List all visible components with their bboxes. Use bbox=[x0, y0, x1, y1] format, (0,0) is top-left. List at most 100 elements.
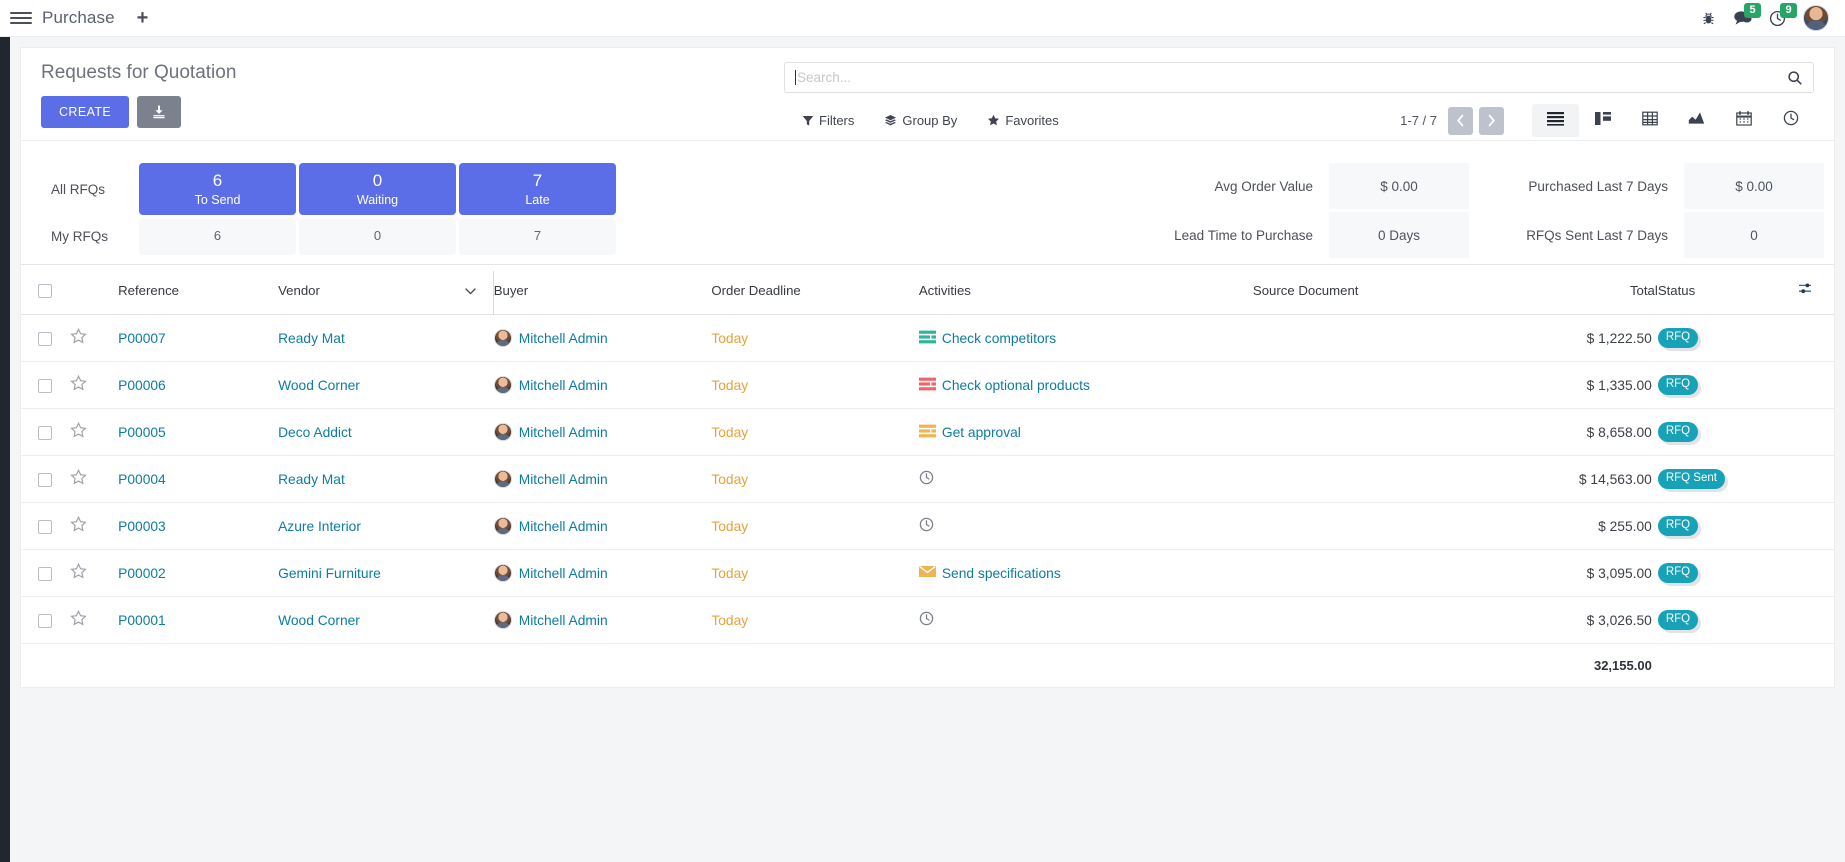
status-badge[interactable]: RFQ Sent bbox=[1657, 469, 1725, 489]
clock-icon[interactable] bbox=[919, 470, 934, 488]
favorite-star-icon[interactable] bbox=[69, 609, 87, 630]
row-checkbox[interactable] bbox=[38, 519, 53, 534]
status-badge[interactable]: RFQ bbox=[1657, 422, 1699, 442]
reference-link[interactable]: P00007 bbox=[118, 330, 166, 346]
vendor-link[interactable]: Wood Corner bbox=[278, 612, 360, 628]
reference-link[interactable]: P00005 bbox=[118, 424, 166, 440]
header-activities[interactable]: Activities bbox=[918, 265, 1253, 315]
kpi-purchased-7d-value[interactable]: $ 0.00 bbox=[1684, 163, 1824, 209]
vendor-link[interactable]: Deco Addict bbox=[278, 424, 352, 440]
list-view-button[interactable] bbox=[1532, 104, 1579, 137]
header-total[interactable]: Total bbox=[1526, 265, 1658, 315]
reference-link[interactable]: P00003 bbox=[118, 518, 166, 534]
row-checkbox[interactable] bbox=[38, 331, 53, 346]
vendor-link[interactable]: Azure Interior bbox=[278, 518, 361, 534]
calendar-view-button[interactable] bbox=[1720, 104, 1767, 137]
tile-waiting[interactable]: 0 Waiting bbox=[299, 163, 456, 215]
add-new-button[interactable]: + bbox=[136, 7, 149, 29]
buyer-name[interactable]: Mitchell Admin bbox=[518, 377, 608, 393]
reference-link[interactable]: P00002 bbox=[118, 565, 166, 581]
status-badge[interactable]: RFQ bbox=[1657, 328, 1699, 348]
vendor-link[interactable]: Ready Mat bbox=[278, 471, 345, 487]
favorite-star-icon[interactable] bbox=[69, 468, 87, 489]
tile-to-send[interactable]: 6 To Send bbox=[139, 163, 296, 215]
table-row[interactable]: P00004 Ready Mat Mitchell Admin Today $ … bbox=[21, 455, 1834, 503]
activity-label[interactable]: Send specifications bbox=[941, 565, 1061, 581]
graph-view-button[interactable] bbox=[1673, 104, 1720, 137]
favorite-star-icon[interactable] bbox=[69, 374, 87, 395]
activities-clock-icon[interactable]: 9 bbox=[1769, 2, 1797, 27]
optional-columns-button[interactable] bbox=[1777, 265, 1834, 315]
buyer-name[interactable]: Mitchell Admin bbox=[518, 471, 608, 487]
reference-link[interactable]: P00004 bbox=[118, 471, 166, 487]
buyer-name[interactable]: Mitchell Admin bbox=[518, 330, 608, 346]
activity-label[interactable]: Check competitors bbox=[941, 330, 1057, 346]
status-badge[interactable]: RFQ bbox=[1657, 375, 1699, 395]
favorite-star-icon[interactable] bbox=[69, 327, 87, 348]
activity-view-button[interactable] bbox=[1767, 104, 1814, 137]
tasks-icon[interactable] bbox=[918, 377, 936, 394]
tile-late[interactable]: 7 Late bbox=[459, 163, 616, 215]
chevron-down-icon[interactable] bbox=[465, 283, 476, 298]
reference-link[interactable]: P00006 bbox=[118, 377, 166, 393]
pivot-view-button[interactable] bbox=[1626, 104, 1673, 137]
kpi-avg-order-value[interactable]: $ 0.00 bbox=[1329, 163, 1469, 209]
table-row[interactable]: P00006 Wood Corner Mitchell Admin Today … bbox=[21, 361, 1834, 409]
vendor-link[interactable]: Wood Corner bbox=[278, 377, 360, 393]
buyer-name[interactable]: Mitchell Admin bbox=[518, 565, 608, 581]
reference-link[interactable]: P00001 bbox=[118, 612, 166, 628]
search-icon[interactable] bbox=[1787, 70, 1803, 86]
kanban-view-button[interactable] bbox=[1579, 104, 1626, 137]
tasks-icon[interactable] bbox=[918, 424, 936, 441]
row-checkbox[interactable] bbox=[38, 472, 53, 487]
header-status[interactable]: Status bbox=[1657, 265, 1778, 315]
table-row[interactable]: P00002 Gemini Furniture Mitchell Admin T… bbox=[21, 549, 1834, 597]
row-checkbox[interactable] bbox=[38, 566, 53, 581]
header-buyer[interactable]: Buyer bbox=[493, 265, 712, 315]
favorite-star-icon[interactable] bbox=[69, 562, 87, 583]
my-tile-to-send[interactable]: 6 bbox=[139, 218, 296, 255]
create-button[interactable]: CREATE bbox=[41, 96, 130, 128]
pager-next-button[interactable] bbox=[1479, 106, 1504, 135]
app-brand-title[interactable]: Purchase bbox=[42, 8, 115, 27]
select-all-checkbox[interactable] bbox=[38, 283, 53, 298]
kpi-rfqs-sent-7d-value[interactable]: 0 bbox=[1684, 212, 1824, 258]
clock-icon[interactable] bbox=[919, 611, 934, 629]
buyer-name[interactable]: Mitchell Admin bbox=[518, 518, 608, 534]
status-badge[interactable]: RFQ bbox=[1657, 563, 1699, 583]
vendor-link[interactable]: Ready Mat bbox=[278, 330, 345, 346]
row-checkbox[interactable] bbox=[38, 613, 53, 628]
bug-icon[interactable] bbox=[1701, 11, 1716, 26]
status-badge[interactable]: RFQ bbox=[1657, 516, 1699, 536]
buyer-name[interactable]: Mitchell Admin bbox=[518, 612, 608, 628]
header-source-document[interactable]: Source Document bbox=[1252, 265, 1527, 315]
row-checkbox[interactable] bbox=[38, 425, 53, 440]
table-row[interactable]: P00001 Wood Corner Mitchell Admin Today … bbox=[21, 596, 1834, 644]
favorites-button[interactable]: Favorites bbox=[987, 113, 1059, 128]
row-checkbox[interactable] bbox=[38, 378, 53, 393]
import-button[interactable] bbox=[137, 96, 182, 128]
vendor-link[interactable]: Gemini Furniture bbox=[278, 565, 381, 581]
kpi-lead-time-value[interactable]: 0 Days bbox=[1329, 212, 1469, 258]
favorite-star-icon[interactable] bbox=[69, 515, 87, 536]
messages-icon[interactable]: 5 bbox=[1733, 3, 1761, 26]
status-badge[interactable]: RFQ bbox=[1657, 610, 1699, 630]
envelope-icon[interactable] bbox=[918, 565, 936, 581]
user-avatar[interactable] bbox=[1803, 5, 1829, 31]
favorite-star-icon[interactable] bbox=[69, 421, 87, 442]
my-tile-late[interactable]: 7 bbox=[459, 218, 616, 255]
activity-label[interactable]: Get approval bbox=[941, 424, 1021, 440]
table-row[interactable]: P00007 Ready Mat Mitchell Admin Today Ch… bbox=[21, 314, 1834, 362]
header-reference[interactable]: Reference bbox=[118, 265, 279, 315]
group-by-button[interactable]: Group By bbox=[884, 113, 957, 128]
search-input[interactable]: Search... bbox=[784, 62, 1814, 93]
tasks-icon[interactable] bbox=[918, 330, 936, 347]
my-tile-waiting[interactable]: 0 bbox=[299, 218, 456, 255]
filters-button[interactable]: Filters bbox=[802, 113, 854, 128]
activity-label[interactable]: Check optional products bbox=[941, 377, 1090, 393]
table-row[interactable]: P00005 Deco Addict Mitchell Admin Today … bbox=[21, 408, 1834, 456]
header-vendor[interactable]: Vendor bbox=[278, 265, 494, 315]
header-order-deadline[interactable]: Order Deadline bbox=[711, 265, 919, 315]
table-row[interactable]: P00003 Azure Interior Mitchell Admin Tod… bbox=[21, 502, 1834, 550]
buyer-name[interactable]: Mitchell Admin bbox=[518, 424, 608, 440]
